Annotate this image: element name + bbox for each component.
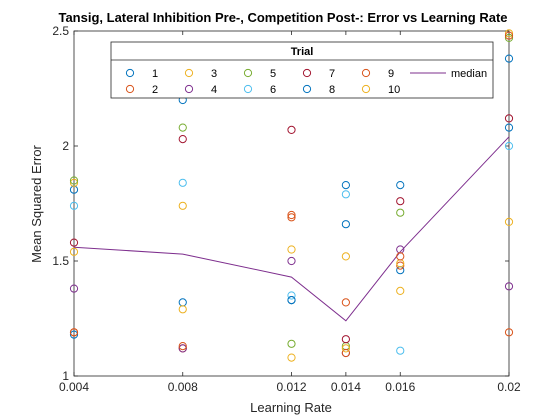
- x-tick-label: 0.02: [497, 380, 521, 394]
- legend-label-trial-3: 3: [211, 68, 217, 80]
- marker-trial-7: [396, 197, 405, 206]
- x-tick-label: 0.004: [59, 380, 89, 394]
- legend-label-trial-4: 4: [211, 84, 217, 96]
- marker-trial-5: [178, 123, 187, 132]
- marker-trial-6: [341, 190, 350, 199]
- marker-trial-10: [287, 353, 296, 362]
- legend-box: [110, 41, 494, 99]
- marker-trial-7: [341, 335, 350, 344]
- marker-trial-3: [504, 29, 514, 38]
- marker-trial-8: [341, 181, 350, 190]
- marker-trial-10: [178, 305, 187, 314]
- marker-trial-8: [396, 181, 405, 190]
- x-axis-label: Learning Rate: [250, 400, 332, 415]
- x-tick-label: 0.008: [168, 380, 198, 394]
- marker-trial-6: [287, 291, 296, 300]
- marker-trial-3: [178, 201, 187, 210]
- marker-trial-2: [504, 328, 514, 337]
- marker-trial-6: [69, 201, 79, 210]
- legend-marker-trial-1: [125, 68, 135, 78]
- marker-trial-10: [396, 286, 405, 295]
- y-tick-label: 1: [62, 369, 69, 383]
- marker-trial-2: [287, 213, 296, 222]
- marker-trial-3: [287, 245, 296, 254]
- y-tick-label: 2.5: [52, 24, 69, 38]
- marker-trial-9: [178, 342, 187, 351]
- marker-trial-2: [341, 298, 350, 307]
- legend-title: Trial: [291, 46, 314, 58]
- marker-trial-5: [69, 176, 79, 185]
- y-axis-label: Mean Squared Error: [29, 144, 44, 262]
- axis-ticks: 0.004 0.008 0.012 0.014 0.016 0.02 1 1.5 2 2.5: [52, 24, 521, 394]
- marker-trial-2: [396, 261, 405, 270]
- x-tick-label: 0.016: [385, 380, 415, 394]
- marker-trial-9: [287, 210, 296, 220]
- marker-trial-9: [504, 31, 514, 40]
- marker-trial-1: [504, 123, 514, 132]
- x-tick-label: 0.014: [331, 380, 361, 394]
- legend-marker-trial-2: [125, 84, 135, 94]
- legend-marker-trial-4: [184, 84, 194, 94]
- marker-trial-9: [341, 348, 350, 358]
- marker-trial-8: [504, 54, 514, 63]
- legend-label-trial-9: 9: [388, 68, 394, 80]
- x-tick-label: 0.012: [276, 380, 306, 394]
- marker-trial-10: [504, 217, 514, 226]
- marker-trial-3: [69, 178, 79, 187]
- median-line: [73, 136, 510, 322]
- y-tick-label: 2: [62, 139, 69, 153]
- legend-marker-trial-3: [184, 68, 194, 78]
- marker-trial-4: [287, 256, 296, 266]
- marker-trial-7: [504, 114, 514, 123]
- median-line-group: [73, 136, 510, 322]
- marker-trial-6: [396, 346, 405, 355]
- marker-trial-8: [69, 330, 79, 339]
- legend-label-trial-5: 5: [270, 68, 276, 80]
- chart-title: Tansig, Lateral Inhibition Pre-, Competi…: [58, 10, 507, 25]
- legend-label-trial-1: 1: [152, 68, 158, 80]
- marker-trial-3: [341, 252, 350, 261]
- marker-trial-5: [396, 208, 405, 217]
- y-tick-label: 1.5: [52, 254, 69, 268]
- marker-trial-9: [396, 252, 405, 261]
- marker-trial-4: [69, 284, 79, 293]
- marker-trial-7: [178, 135, 187, 144]
- marker-trial-4: [504, 282, 514, 291]
- legend-label-trial-2: 2: [152, 84, 158, 96]
- marker-trial-10: [69, 247, 79, 256]
- marker-trial-1: [341, 220, 350, 229]
- marker-trial-5: [287, 339, 296, 348]
- marker-trial-7: [69, 238, 79, 247]
- legend-marker-trial-8: [302, 84, 312, 94]
- marker-trial-9: [69, 328, 79, 337]
- marker-trial-5: [504, 33, 514, 43]
- legend-label-trial-8: 8: [329, 84, 335, 96]
- legend-marker-trial-10: [361, 84, 371, 94]
- legend-label-trial-10: 10: [388, 84, 400, 96]
- marker-trial-6: [504, 141, 514, 151]
- marker-trial-10: [341, 344, 350, 353]
- marker-trial-8: [287, 296, 296, 305]
- legend-label-trial-6: 6: [270, 84, 276, 96]
- marker-trial-6: [178, 178, 187, 187]
- data-markers: [69, 29, 514, 362]
- marker-trial-7: [287, 125, 296, 134]
- legend: Trial 1 2 3 4 5 6 7 8 9 10 median: [110, 41, 494, 99]
- marker-trial-4: [178, 344, 187, 353]
- legend-marker-trial-5: [243, 68, 253, 78]
- legend-marker-trial-9: [361, 68, 371, 78]
- legend-label-median: median: [451, 68, 487, 80]
- legend-label-trial-7: 7: [329, 68, 335, 80]
- legend-marker-trial-7: [302, 68, 312, 78]
- legend-marker-trial-6: [243, 84, 253, 94]
